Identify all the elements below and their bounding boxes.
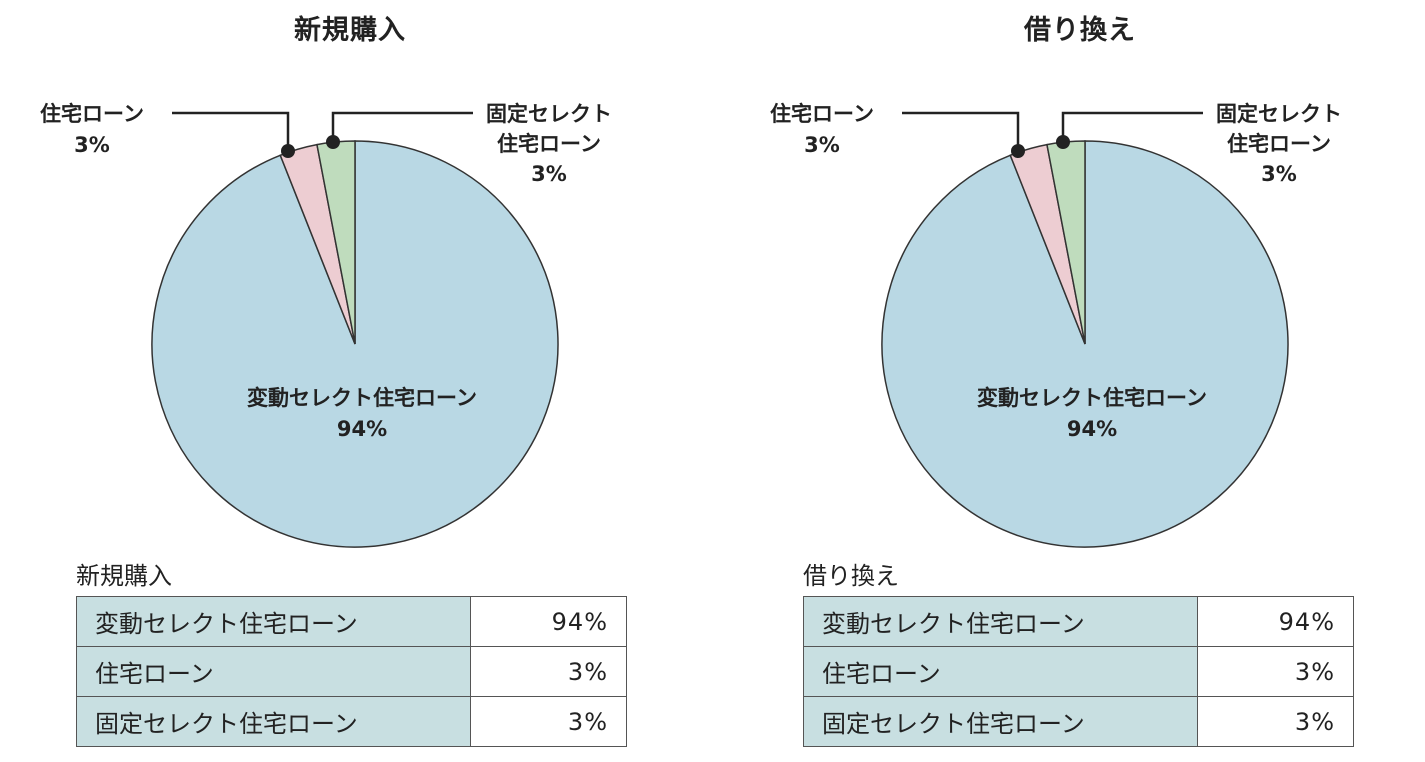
table-row: 変動セレクト住宅ローン 94% (76, 596, 627, 647)
table-row: 住宅ローン 3% (803, 646, 1354, 697)
row-name: 変動セレクト住宅ローン (803, 596, 1198, 647)
table-caption: 借り換え (803, 562, 899, 590)
leader-line-fixed (1061, 111, 1203, 142)
table-caption: 新規購入 (76, 562, 172, 590)
data-table: 変動セレクト住宅ローン 94% 住宅ローン 3% 固定セレクト住宅ローン 3% (76, 596, 627, 747)
pie-chart: 住宅ローン 3% 固定セレクト 住宅ローン 3% 変動セレクト住宅ローン 94% (40, 102, 612, 548)
row-value: 3% (1197, 646, 1354, 697)
label-fixed-line1: 固定セレクト (486, 102, 612, 126)
row-name: 固定セレクト住宅ローン (76, 696, 471, 747)
leader-line-housing (172, 111, 290, 151)
row-value: 3% (470, 646, 627, 697)
table-row: 変動セレクト住宅ローン 94% (803, 596, 1354, 647)
panel-new-purchase: 新規購入 住宅ローン 3% 固定セレクト 住宅ローン 3% 変動セレクト住宅ロー… (0, 0, 700, 762)
leader-line-housing (902, 111, 1020, 151)
label-variable-name: 変動セレクト住宅ローン (247, 386, 477, 410)
label-variable-pct: 94% (337, 417, 387, 441)
label-fixed-pct: 3% (1261, 162, 1297, 186)
label-housing-name: 住宅ローン (40, 102, 144, 126)
leader-line-fixed (331, 111, 473, 142)
leader-dot-housing (1011, 144, 1025, 158)
chart-title: 新規購入 (294, 15, 406, 46)
label-housing-pct: 3% (74, 133, 110, 157)
row-name: 住宅ローン (76, 646, 471, 697)
table-row: 固定セレクト住宅ローン 3% (76, 696, 627, 747)
label-housing-pct: 3% (804, 133, 840, 157)
label-fixed-pct: 3% (531, 162, 567, 186)
row-value: 3% (470, 696, 627, 747)
data-table: 変動セレクト住宅ローン 94% 住宅ローン 3% 固定セレクト住宅ローン 3% (803, 596, 1354, 747)
chart-title: 借り換え (1024, 15, 1136, 46)
row-name: 固定セレクト住宅ローン (803, 696, 1198, 747)
table-row: 固定セレクト住宅ローン 3% (803, 696, 1354, 747)
pie-chart: 住宅ローン 3% 固定セレクト 住宅ローン 3% 変動セレクト住宅ローン 94% (770, 102, 1342, 548)
label-fixed-line2: 住宅ローン (1227, 132, 1331, 156)
panel-refinance: 借り換え 住宅ローン 3% 固定セレクト 住宅ローン 3% 変動セレクト住宅ロー… (730, 0, 1425, 762)
row-name: 住宅ローン (803, 646, 1198, 697)
table-row: 住宅ローン 3% (76, 646, 627, 697)
leader-dot-fixed (326, 135, 340, 149)
label-fixed-line2: 住宅ローン (497, 132, 601, 156)
row-value: 94% (470, 596, 627, 647)
label-variable-name: 変動セレクト住宅ローン (977, 386, 1207, 410)
leader-dot-housing (281, 144, 295, 158)
pie-slices (151, 140, 559, 548)
row-value: 94% (1197, 596, 1354, 647)
row-name: 変動セレクト住宅ローン (76, 596, 471, 647)
leader-dot-fixed (1056, 135, 1070, 149)
label-variable-pct: 94% (1067, 417, 1117, 441)
label-housing-name: 住宅ローン (770, 102, 874, 126)
pie-slices (881, 140, 1289, 548)
row-value: 3% (1197, 696, 1354, 747)
label-fixed-line1: 固定セレクト (1216, 102, 1342, 126)
